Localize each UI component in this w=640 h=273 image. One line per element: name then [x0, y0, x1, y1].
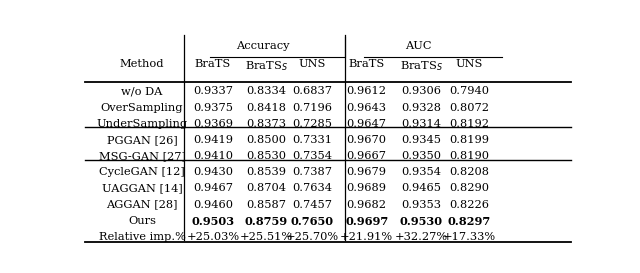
Text: 0.8500: 0.8500 — [246, 135, 286, 145]
Text: UAGGAN [14]: UAGGAN [14] — [102, 183, 182, 194]
Text: +32.27%: +32.27% — [395, 232, 448, 242]
Text: w/o DA: w/o DA — [122, 86, 163, 96]
Text: 0.7196: 0.7196 — [292, 103, 332, 112]
Text: 0.7650: 0.7650 — [291, 216, 333, 227]
Text: 0.8072: 0.8072 — [449, 103, 490, 112]
Text: 0.9375: 0.9375 — [193, 103, 233, 112]
Text: 0.6837: 0.6837 — [292, 86, 332, 96]
Text: 0.8334: 0.8334 — [246, 86, 286, 96]
Text: 0.8208: 0.8208 — [449, 167, 490, 177]
Text: BraTS: BraTS — [349, 59, 385, 69]
Text: +21.91%: +21.91% — [340, 232, 393, 242]
Text: 0.9612: 0.9612 — [347, 86, 387, 96]
Text: 0.9697: 0.9697 — [345, 216, 388, 227]
Text: 0.8759: 0.8759 — [244, 216, 287, 227]
Text: 0.9328: 0.9328 — [401, 103, 441, 112]
Text: OverSampling: OverSampling — [100, 103, 183, 112]
Text: BraTS$_S$: BraTS$_S$ — [244, 59, 287, 73]
Text: 0.7457: 0.7457 — [292, 200, 332, 210]
Text: 0.9643: 0.9643 — [347, 103, 387, 112]
Text: 0.9345: 0.9345 — [401, 135, 441, 145]
Text: +25.51%: +25.51% — [239, 232, 292, 242]
Text: 0.7285: 0.7285 — [292, 119, 332, 129]
Text: 0.9503: 0.9503 — [191, 216, 234, 227]
Text: 0.9465: 0.9465 — [401, 183, 441, 194]
Text: 0.9467: 0.9467 — [193, 183, 233, 194]
Text: 0.7940: 0.7940 — [449, 86, 490, 96]
Text: 0.9647: 0.9647 — [347, 119, 387, 129]
Text: MSG-GAN [27]: MSG-GAN [27] — [99, 151, 186, 161]
Text: BraTS: BraTS — [195, 59, 231, 69]
Text: 0.9353: 0.9353 — [401, 200, 441, 210]
Text: 0.9667: 0.9667 — [347, 151, 387, 161]
Text: 0.7331: 0.7331 — [292, 135, 332, 145]
Text: 0.8539: 0.8539 — [246, 167, 286, 177]
Text: 0.8297: 0.8297 — [448, 216, 491, 227]
Text: PGGAN [26]: PGGAN [26] — [107, 135, 177, 145]
Text: 0.9354: 0.9354 — [401, 167, 441, 177]
Text: 0.8418: 0.8418 — [246, 103, 286, 112]
Text: 0.8190: 0.8190 — [449, 151, 490, 161]
Text: BraTS$_S$: BraTS$_S$ — [400, 59, 443, 73]
Text: 0.7387: 0.7387 — [292, 167, 332, 177]
Text: 0.9689: 0.9689 — [347, 183, 387, 194]
Text: UnderSampling: UnderSampling — [97, 119, 188, 129]
Text: 0.9530: 0.9530 — [400, 216, 443, 227]
Text: AGGAN [28]: AGGAN [28] — [106, 200, 178, 210]
Text: 0.8530: 0.8530 — [246, 151, 286, 161]
Text: 0.9350: 0.9350 — [401, 151, 441, 161]
Text: 0.7354: 0.7354 — [292, 151, 332, 161]
Text: CycleGAN [12]: CycleGAN [12] — [99, 167, 185, 177]
Text: +25.70%: +25.70% — [285, 232, 339, 242]
Text: 0.9682: 0.9682 — [347, 200, 387, 210]
Text: 0.9419: 0.9419 — [193, 135, 233, 145]
Text: 0.7634: 0.7634 — [292, 183, 332, 194]
Text: 0.9306: 0.9306 — [401, 86, 441, 96]
Text: 0.9670: 0.9670 — [347, 135, 387, 145]
Text: 0.8192: 0.8192 — [449, 119, 490, 129]
Text: Relative imp.%: Relative imp.% — [99, 232, 186, 242]
Text: 0.9337: 0.9337 — [193, 86, 233, 96]
Text: 0.9314: 0.9314 — [401, 119, 441, 129]
Text: 0.8290: 0.8290 — [449, 183, 490, 194]
Text: 0.9369: 0.9369 — [193, 119, 233, 129]
Text: 0.9410: 0.9410 — [193, 151, 233, 161]
Text: Accuracy: Accuracy — [236, 41, 289, 51]
Text: +25.03%: +25.03% — [186, 232, 239, 242]
Text: Ours: Ours — [128, 216, 156, 226]
Text: 0.9460: 0.9460 — [193, 200, 233, 210]
Text: AUC: AUC — [404, 41, 431, 51]
Text: UNS: UNS — [298, 59, 326, 69]
Text: +17.33%: +17.33% — [443, 232, 496, 242]
Text: 0.8199: 0.8199 — [449, 135, 490, 145]
Text: 0.9679: 0.9679 — [347, 167, 387, 177]
Text: 0.9430: 0.9430 — [193, 167, 233, 177]
Text: 0.8587: 0.8587 — [246, 200, 286, 210]
Text: Method: Method — [120, 59, 164, 69]
Text: 0.8373: 0.8373 — [246, 119, 286, 129]
Text: 0.8704: 0.8704 — [246, 183, 286, 194]
Text: 0.8226: 0.8226 — [449, 200, 490, 210]
Text: UNS: UNS — [456, 59, 483, 69]
